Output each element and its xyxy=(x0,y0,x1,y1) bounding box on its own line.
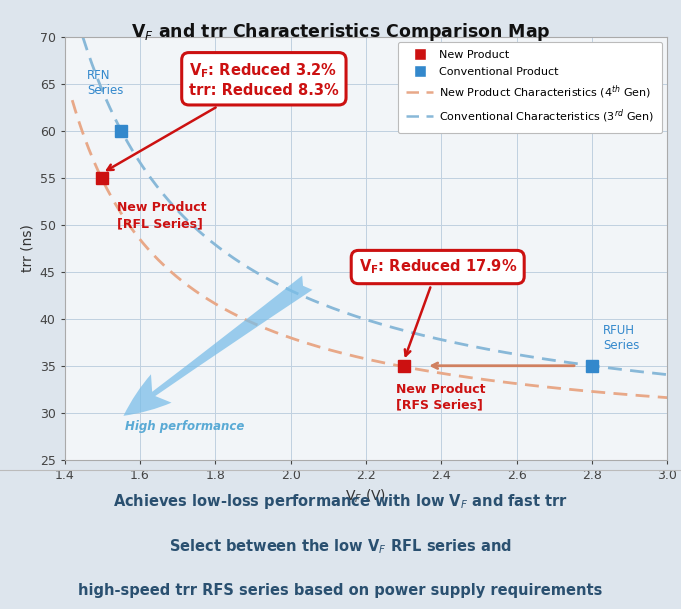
Text: RFUH
Series: RFUH Series xyxy=(603,323,639,351)
Text: Select between the low V$_F$ RFL series and: Select between the low V$_F$ RFL series … xyxy=(169,538,512,556)
Legend: New Product, Conventional Product, New Product Characteristics (4$^{th}$ Gen), C: New Product, Conventional Product, New P… xyxy=(398,42,662,133)
Text: $\mathbf{V_F}$: Reduced 3.2%
trr: Reduced 8.3%: $\mathbf{V_F}$: Reduced 3.2% trr: Reduce… xyxy=(107,62,338,170)
Text: New Product
[RFL Series]: New Product [RFL Series] xyxy=(117,201,207,230)
Text: New Product
[RFS Series]: New Product [RFS Series] xyxy=(396,382,486,412)
Text: High performance: High performance xyxy=(125,420,244,434)
FancyArrowPatch shape xyxy=(123,276,313,416)
Text: $\mathbf{V_F}$: Reduced 17.9%: $\mathbf{V_F}$: Reduced 17.9% xyxy=(358,258,517,356)
X-axis label: V$_F$ (V): V$_F$ (V) xyxy=(345,487,387,505)
Text: V$_F$ and trr Characteristics Comparison Map: V$_F$ and trr Characteristics Comparison… xyxy=(131,21,550,43)
Y-axis label: trr (ns): trr (ns) xyxy=(20,224,34,272)
Text: Achieves low-loss performance with low V$_F$ and fast trr: Achieves low-loss performance with low V… xyxy=(113,491,568,510)
Text: RFN
Series: RFN Series xyxy=(87,69,124,97)
Text: high-speed trr RFS series based on power supply requirements: high-speed trr RFS series based on power… xyxy=(78,583,603,598)
